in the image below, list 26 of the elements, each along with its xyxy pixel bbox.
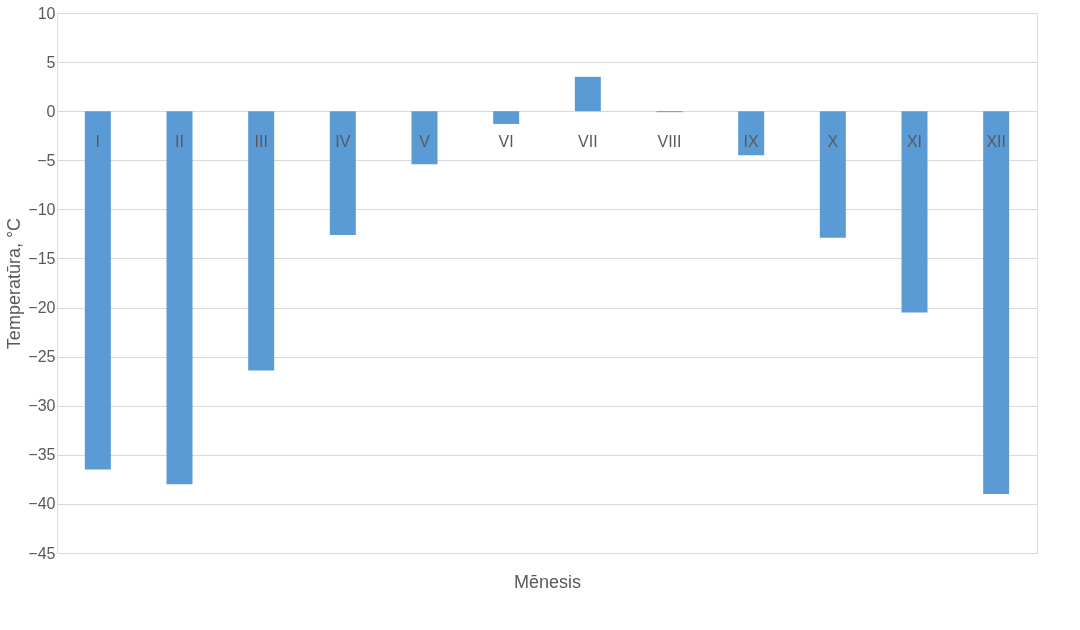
y-tick-label: −5 bbox=[37, 151, 56, 169]
y-tick-label: −35 bbox=[28, 446, 56, 464]
x-axis-title: Mēnesis bbox=[513, 571, 582, 592]
x-tick-label: XII bbox=[986, 132, 1006, 150]
y-tick-label: 10 bbox=[37, 4, 56, 22]
x-tick-label: VII bbox=[578, 132, 598, 150]
x-tick-label: III bbox=[254, 132, 268, 150]
y-tick-label: −45 bbox=[28, 544, 56, 562]
y-tick-label: −40 bbox=[28, 495, 56, 513]
y-tick-label: −25 bbox=[28, 348, 56, 366]
y-tick-label: −10 bbox=[28, 200, 56, 218]
y-tick-label: −15 bbox=[28, 249, 56, 267]
x-tick-label: VI bbox=[498, 132, 514, 150]
y-tick-label: −20 bbox=[28, 299, 56, 317]
x-tick-label: V bbox=[419, 132, 431, 150]
y-tick-label: 0 bbox=[46, 102, 56, 120]
x-tick-label: VIII bbox=[657, 132, 682, 150]
y-tick-label: 5 bbox=[46, 53, 56, 71]
y-tick-label: −30 bbox=[28, 397, 56, 415]
y-axis-title: Temperatūra, °C bbox=[4, 217, 25, 350]
x-tick-label: XI bbox=[906, 132, 923, 150]
x-tick-label: II bbox=[175, 132, 184, 150]
x-tick-label: IV bbox=[335, 132, 351, 150]
x-tick-label: I bbox=[95, 132, 101, 150]
x-tick-label: X bbox=[827, 132, 839, 150]
x-tick-label: IX bbox=[743, 132, 760, 150]
